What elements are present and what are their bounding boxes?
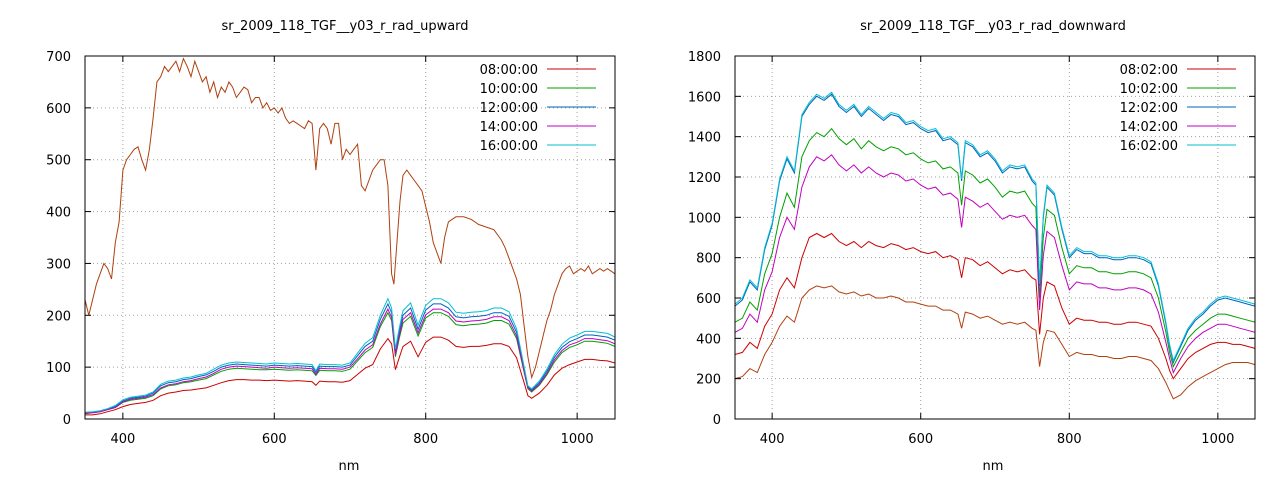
legend-label: 16:00:00: [480, 139, 538, 154]
y-tick-label: 400: [696, 332, 721, 347]
x-axis-label: nm: [983, 459, 1004, 474]
y-tick-label: 800: [696, 252, 721, 267]
y-tick-label: 600: [46, 102, 71, 117]
x-tick-label: 800: [1057, 432, 1082, 447]
y-tick-label: 1200: [688, 171, 721, 186]
legend-label: 14:00:00: [480, 120, 538, 135]
series-line-1: [85, 336, 615, 416]
series-line-5: [735, 91, 1255, 363]
y-tick-label: 1400: [688, 131, 721, 146]
legend-label: 16:02:00: [1120, 139, 1178, 154]
series-line-3: [85, 302, 615, 414]
legend-label: 10:02:00: [1120, 82, 1178, 97]
series-line-6: [735, 285, 1255, 400]
y-tick-label: 400: [46, 206, 71, 221]
y-tick-label: 1000: [688, 211, 721, 226]
y-tick-label: 0: [713, 413, 721, 428]
y-tick-label: 1800: [688, 50, 721, 65]
y-tick-label: 500: [46, 154, 71, 169]
series-line-2: [735, 127, 1255, 368]
downward-radiance-chart: sr_2009_118_TGF__y03_r_rad_downward nm 4…: [688, 19, 1256, 474]
series-line-6: [85, 57, 615, 380]
series-line-5: [85, 297, 615, 413]
x-tick-label: 800: [413, 432, 438, 447]
legend-label: 08:00:00: [480, 63, 538, 78]
y-tick-label: 200: [696, 373, 721, 388]
x-tick-label: 400: [110, 432, 135, 447]
y-tick-label: 0: [63, 413, 71, 428]
legend-label: 14:02:00: [1120, 120, 1178, 135]
chart-title: sr_2009_118_TGF__y03_r_rad_upward: [221, 19, 468, 34]
x-tick-label: 600: [908, 432, 933, 447]
plot-frame: [84, 55, 616, 420]
legend-label: 12:02:00: [1120, 101, 1178, 116]
legend-label: 08:02:00: [1120, 63, 1178, 78]
series-line-4: [735, 154, 1255, 374]
upward-radiance-chart: sr_2009_118_TGF__y03_r_rad_upward nm 400…: [46, 19, 616, 474]
y-tick-label: 200: [46, 309, 71, 324]
y-tick-label: 700: [46, 50, 71, 65]
legend-label: 10:00:00: [480, 82, 538, 97]
x-tick-label: 1000: [561, 432, 594, 447]
series-line-4: [85, 307, 615, 414]
plot-frame: [734, 55, 1256, 420]
legend-label: 12:00:00: [480, 101, 538, 116]
x-tick-label: 400: [760, 432, 785, 447]
series-line-1: [735, 232, 1255, 380]
y-tick-label: 1600: [688, 90, 721, 105]
x-axis-label: nm: [339, 459, 360, 474]
y-tick-label: 600: [696, 292, 721, 307]
y-tick-label: 300: [46, 257, 71, 272]
x-tick-label: 600: [262, 432, 287, 447]
y-tick-label: 100: [46, 361, 71, 376]
chart-title: sr_2009_118_TGF__y03_r_rad_downward: [860, 19, 1126, 34]
x-tick-label: 1000: [1201, 432, 1234, 447]
